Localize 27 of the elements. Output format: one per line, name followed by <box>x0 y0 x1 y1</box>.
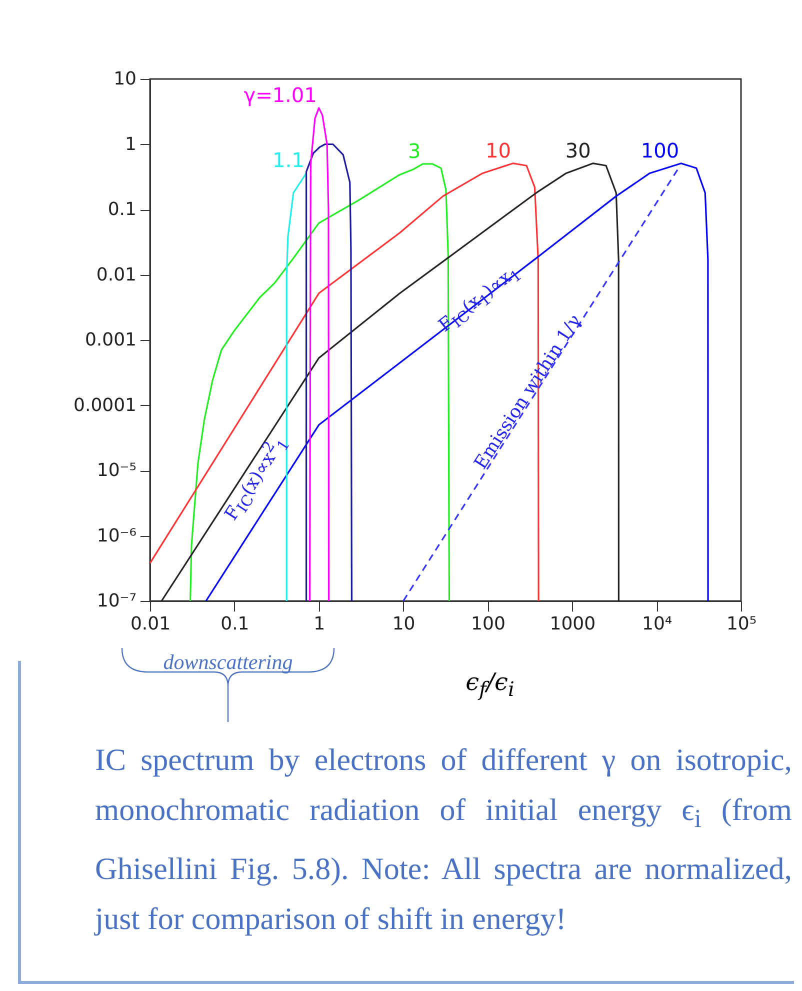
y-tick-label: 10⁻⁵ <box>96 460 136 481</box>
x-tick-label: 0.1 <box>220 614 250 634</box>
series-label: 10 <box>485 138 511 162</box>
series-label: 1.1 <box>272 148 304 172</box>
y-tick-label: 0.001 <box>84 330 136 350</box>
series-label: 3 <box>408 138 421 163</box>
x-tick-label: 1000 <box>550 614 596 634</box>
x-tick-label: 10 <box>392 614 416 634</box>
y-tick-label: 10 <box>114 68 136 90</box>
y-tick-label: 10⁻⁶ <box>96 525 136 546</box>
y-tick-label: 10⁻⁷ <box>96 590 136 612</box>
series-label: 30 <box>565 138 591 162</box>
y-tick-label: 1 <box>125 134 136 155</box>
x-tick-label: 0.01 <box>130 614 171 634</box>
text: IC spectrum by electrons of different γ on isotropic, monochromatic radiation of initial energy ϵ$_{i}$ (from Ghisellini Fig. 5.8). Note: All spectra are normalized, just for comparison of shift in energy! <box>95 741 792 938</box>
x-tick-label: 10⁵ <box>726 614 757 634</box>
y-tick-label: 0.01 <box>96 264 136 286</box>
line-series <box>308 107 330 601</box>
x-tick-label: 10⁴ <box>642 614 672 634</box>
series-label: 100 <box>640 138 680 162</box>
x-tick-label: 1 <box>314 614 326 634</box>
y-tick-label: 0.1 <box>108 199 136 220</box>
x-tick-label: 100 <box>471 614 506 634</box>
series-label: γ=1.01 <box>244 82 317 107</box>
y-tick-label: 0.0001 <box>74 394 136 416</box>
x-axis-title: ϵ$_{f}$/ϵ$_{i}$ <box>464 668 516 701</box>
text: downscattering <box>162 650 294 675</box>
